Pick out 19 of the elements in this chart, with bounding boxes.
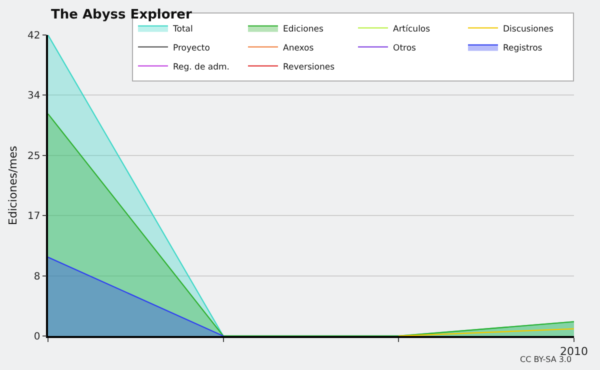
- legend-label: Total: [172, 24, 193, 34]
- legend-label: Otros: [393, 43, 417, 54]
- y-tick-label: 8: [34, 271, 40, 282]
- y-tick-label: 25: [28, 150, 40, 162]
- chart-title: The Abyss Explorer: [51, 7, 192, 22]
- y-tick-label: 0: [34, 332, 40, 342]
- legend-label: Ediciones: [283, 24, 324, 34]
- legend-label: Anexos: [283, 43, 314, 54]
- y-axis-title: Ediciones/mes: [6, 146, 20, 226]
- y-tick-label: 17: [28, 211, 40, 222]
- legend-label: Reg. de adm.: [173, 62, 230, 72]
- legend-label: Discusiones: [503, 24, 554, 34]
- legend-label: Reversiones: [283, 62, 336, 72]
- y-tick-label: 42: [28, 30, 40, 42]
- text: CC BY-SA 3.0: [520, 355, 572, 364]
- y-tick-label: 34: [28, 90, 40, 102]
- legend-label: Registros: [503, 43, 543, 54]
- legend-label: Artículos: [393, 24, 431, 34]
- legend-label: Proyecto: [173, 43, 210, 54]
